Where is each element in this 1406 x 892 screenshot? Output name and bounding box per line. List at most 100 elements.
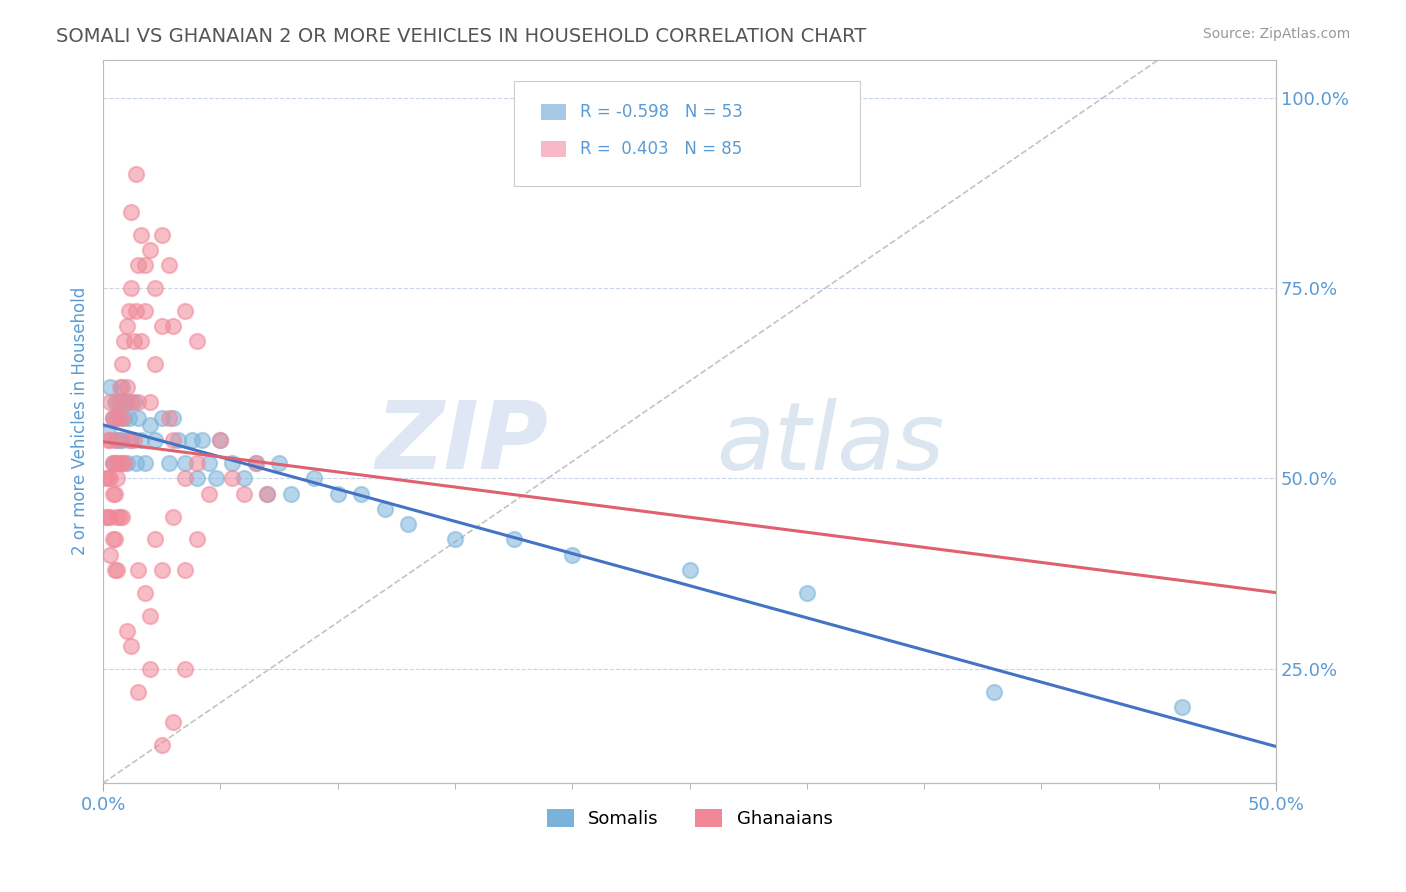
Text: ZIP: ZIP	[375, 397, 548, 489]
Point	[186, 334, 208, 349]
Point	[105, 410, 128, 425]
Point	[150, 738, 173, 752]
Point	[120, 281, 142, 295]
Point	[232, 486, 254, 500]
Point	[174, 471, 197, 485]
Point	[326, 486, 349, 500]
Point	[350, 486, 373, 500]
Point	[115, 319, 138, 334]
Point	[134, 258, 156, 272]
Point	[101, 410, 124, 425]
Point	[98, 434, 121, 448]
Point	[129, 227, 152, 242]
Point	[101, 486, 124, 500]
Point	[157, 410, 180, 425]
Point	[139, 418, 162, 433]
Point	[105, 395, 128, 409]
Point	[150, 319, 173, 334]
Point	[267, 456, 290, 470]
Point	[108, 380, 131, 394]
Point	[157, 456, 180, 470]
Point	[186, 533, 208, 547]
Point	[143, 281, 166, 295]
Point	[101, 456, 124, 470]
Point	[104, 410, 127, 425]
Point	[94, 509, 117, 524]
Point	[209, 434, 232, 448]
Text: R = -0.598   N = 53: R = -0.598 N = 53	[581, 103, 744, 121]
Point	[108, 395, 131, 409]
Point	[134, 456, 156, 470]
Point	[221, 456, 243, 470]
Point	[105, 509, 128, 524]
Point	[101, 456, 124, 470]
Point	[256, 486, 278, 500]
Point	[186, 456, 208, 470]
Point	[127, 563, 149, 577]
Point	[129, 434, 152, 448]
Point	[678, 563, 700, 577]
Text: SOMALI VS GHANAIAN 2 OR MORE VEHICLES IN HOUSEHOLD CORRELATION CHART: SOMALI VS GHANAIAN 2 OR MORE VEHICLES IN…	[56, 27, 866, 45]
Point	[502, 533, 524, 547]
Point	[174, 456, 197, 470]
FancyBboxPatch shape	[540, 104, 567, 120]
Point	[118, 434, 141, 448]
Point	[120, 205, 142, 219]
Point	[150, 227, 173, 242]
Y-axis label: 2 or more Vehicles in Household: 2 or more Vehicles in Household	[72, 287, 89, 556]
Point	[98, 380, 121, 394]
Point	[101, 410, 124, 425]
Point	[108, 410, 131, 425]
Point	[221, 471, 243, 485]
Point	[111, 434, 134, 448]
Point	[97, 434, 120, 448]
Point	[98, 395, 121, 409]
Point	[232, 471, 254, 485]
Point	[105, 434, 128, 448]
Point	[115, 395, 138, 409]
Point	[245, 456, 267, 470]
Point	[139, 395, 162, 409]
Point	[127, 395, 149, 409]
Point	[143, 533, 166, 547]
Point	[197, 486, 219, 500]
Point	[134, 585, 156, 599]
Point	[111, 357, 134, 371]
Point	[104, 563, 127, 577]
Point	[162, 319, 184, 334]
Point	[162, 715, 184, 730]
Point	[120, 434, 142, 448]
Point	[120, 395, 142, 409]
Point	[796, 585, 818, 599]
Point	[139, 608, 162, 623]
Text: R =  0.403   N = 85: R = 0.403 N = 85	[581, 139, 742, 158]
Point	[204, 471, 226, 485]
Point	[134, 304, 156, 318]
Point	[143, 357, 166, 371]
Point	[94, 471, 117, 485]
Point	[105, 563, 128, 577]
Point	[162, 509, 184, 524]
Point	[125, 456, 148, 470]
Point	[127, 410, 149, 425]
Point	[98, 471, 121, 485]
Point	[112, 410, 135, 425]
Point	[111, 509, 134, 524]
Point	[444, 533, 467, 547]
Point	[104, 533, 127, 547]
Point	[111, 456, 134, 470]
Point	[125, 167, 148, 181]
Point	[104, 456, 127, 470]
Point	[112, 395, 135, 409]
FancyBboxPatch shape	[540, 141, 567, 156]
Point	[186, 471, 208, 485]
Point	[174, 563, 197, 577]
Point	[120, 639, 142, 653]
Point	[129, 334, 152, 349]
Point	[256, 486, 278, 500]
Point	[112, 334, 135, 349]
Point	[115, 380, 138, 394]
Point	[104, 434, 127, 448]
Point	[111, 380, 134, 394]
Point	[127, 258, 149, 272]
